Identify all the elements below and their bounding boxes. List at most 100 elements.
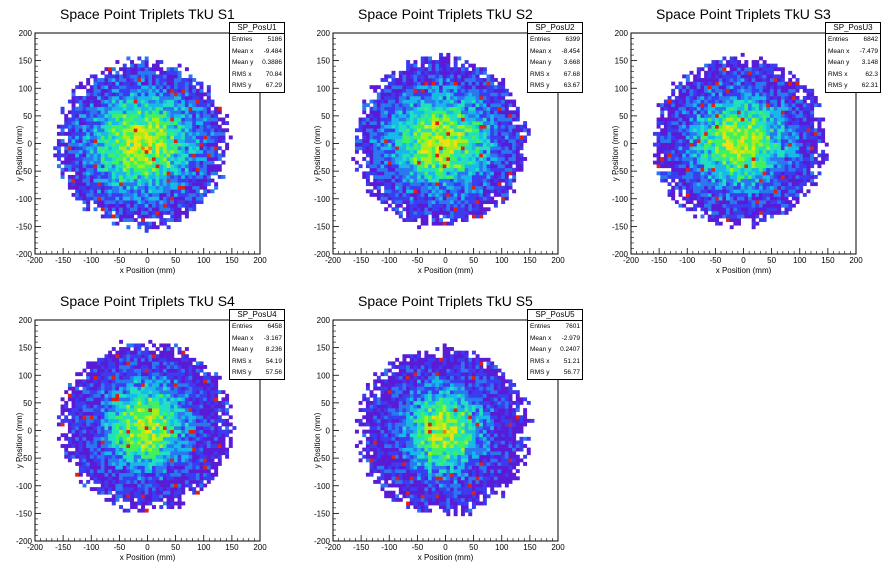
heatmap-cell <box>409 203 414 208</box>
heatmap-cell <box>192 128 197 133</box>
heatmap-cell <box>384 196 389 201</box>
heatmap-cell <box>89 174 94 179</box>
heatmap-cell <box>166 113 171 118</box>
heatmap-cell <box>192 157 197 161</box>
heatmap-cell <box>707 182 712 187</box>
heatmap-cell <box>199 103 204 108</box>
heatmap-cell <box>173 128 178 133</box>
heatmap-cell <box>490 142 495 147</box>
heatmap-cell <box>711 182 716 187</box>
heatmap-cell <box>693 81 698 86</box>
heatmap-cell <box>203 92 208 97</box>
heatmap-cell <box>177 74 182 79</box>
heatmap-cell <box>119 189 124 194</box>
heatmap-cell <box>711 185 716 190</box>
heatmap-cell <box>748 78 752 82</box>
heatmap-cell <box>130 210 135 215</box>
heatmap-cell <box>398 160 403 165</box>
heatmap-cell <box>71 164 76 169</box>
heatmap-cell <box>199 124 204 129</box>
heatmap-cell <box>155 67 160 72</box>
heatmap-cell <box>192 99 197 104</box>
heatmap-cell <box>508 153 513 158</box>
heatmap-cell <box>751 218 756 222</box>
heatmap-cell <box>696 106 701 111</box>
heatmap-cell <box>780 106 785 111</box>
heatmap-cell <box>671 192 676 197</box>
heatmap-cell <box>417 203 422 208</box>
heatmap-cell <box>718 81 723 86</box>
heatmap-cell <box>711 178 716 183</box>
heatmap-cell <box>89 164 94 169</box>
heatmap-cell <box>460 203 465 208</box>
heatmap-cell <box>486 196 491 201</box>
heatmap-cell <box>108 95 113 100</box>
heatmap-cell <box>387 203 392 208</box>
heatmap-cell <box>217 131 222 136</box>
heatmap-cell <box>71 103 76 108</box>
heatmap-cell <box>726 128 731 133</box>
heatmap-cell <box>369 128 374 133</box>
heatmap-cell <box>689 99 694 104</box>
heatmap-cell <box>700 214 705 219</box>
heatmap-cell <box>493 142 498 147</box>
heatmap-cell <box>86 192 91 197</box>
heatmap-cell <box>195 95 200 100</box>
heatmap-cell <box>358 139 363 143</box>
heatmap-cell <box>166 139 171 143</box>
heatmap-cell <box>365 153 370 158</box>
heatmap-cell <box>652 142 657 147</box>
heatmap-cell <box>718 189 723 194</box>
heatmap-cell <box>159 174 164 179</box>
heatmap-cell <box>428 210 433 215</box>
heatmap-cell <box>475 74 480 79</box>
heatmap-cell <box>729 182 734 187</box>
heatmap-cell <box>188 207 193 212</box>
heatmap-cell <box>450 99 454 104</box>
heatmap-cell <box>435 167 440 172</box>
heatmap-cell <box>707 185 712 190</box>
heatmap-cell <box>784 149 789 154</box>
heatmap-cell <box>162 95 167 100</box>
heatmap-cell <box>497 174 502 179</box>
heatmap-cell <box>729 142 734 147</box>
heatmap-cell <box>773 178 778 183</box>
heatmap-cell <box>424 221 429 226</box>
y-tick-label: 0 <box>326 140 331 149</box>
heatmap-cell <box>387 164 392 169</box>
heatmap-cell <box>173 135 178 140</box>
heatmap-cell <box>471 88 476 93</box>
heatmap-cell <box>141 74 145 79</box>
heatmap-cell <box>663 124 668 129</box>
heatmap-cell <box>439 135 443 140</box>
heatmap-cell <box>490 117 495 122</box>
heatmap-cell <box>199 160 204 165</box>
heatmap-cell <box>766 67 771 72</box>
heatmap-cell <box>693 192 698 197</box>
heatmap-cell <box>402 189 407 194</box>
heatmap-cell <box>155 92 160 97</box>
heatmap-cell <box>152 99 156 104</box>
heatmap-cell <box>501 149 506 154</box>
heatmap-cell <box>210 103 215 108</box>
heatmap-cell <box>406 178 411 183</box>
heatmap-cell <box>413 88 418 93</box>
heatmap-cell <box>674 113 679 118</box>
heatmap-cell <box>384 131 389 136</box>
x-tick-label: -200 <box>325 256 342 265</box>
heatmap-cell <box>718 171 723 176</box>
heatmap-cell <box>777 95 782 100</box>
heatmap-cell <box>696 103 701 108</box>
heatmap-cell <box>766 167 771 172</box>
heatmap-cell <box>744 67 749 72</box>
heatmap-cell <box>188 124 193 129</box>
heatmap-cell <box>387 192 392 197</box>
heatmap-cell <box>217 153 222 158</box>
heatmap-cell <box>663 153 668 158</box>
heatmap-cell <box>181 167 186 172</box>
heatmap-cell <box>409 81 414 86</box>
heatmap-cell <box>682 85 687 90</box>
stats-box: SP_PosU2 Entries 6399 Mean x -8.454 Mean y 3.6… <box>527 22 583 93</box>
heatmap-cell <box>376 182 381 187</box>
heatmap-cell <box>762 192 767 197</box>
